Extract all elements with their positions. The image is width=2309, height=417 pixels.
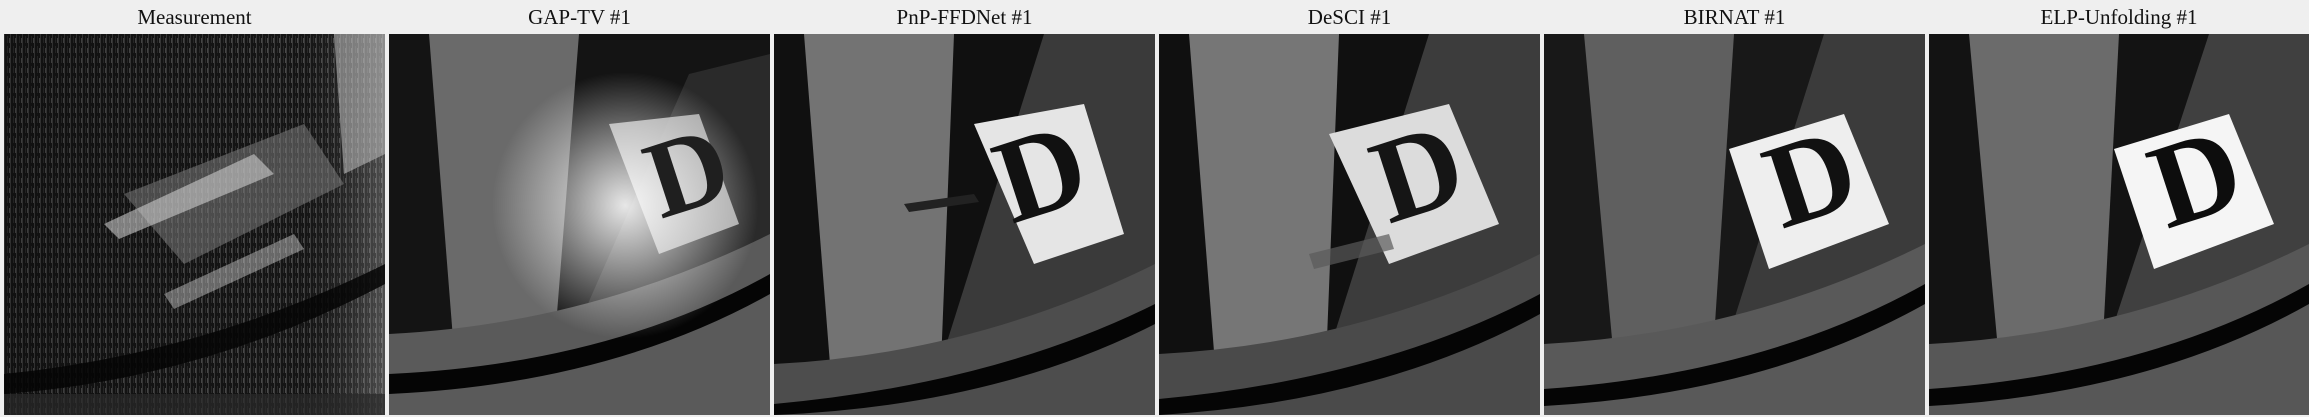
elp-unfolding-image: D — [1929, 34, 2309, 415]
pnp-ffdnet-graphic: D — [774, 34, 1155, 415]
panel-gap-tv: GAP-TV #1 D — [389, 0, 770, 417]
gap-tv-image: D — [389, 34, 770, 415]
panel-desci: DeSCI #1 D — [1159, 0, 1540, 417]
gap-tv-graphic: D — [389, 34, 770, 415]
measurement-graphic — [4, 34, 385, 415]
desci-graphic: D — [1159, 34, 1540, 415]
panel-measurement: Measurement — [4, 0, 385, 417]
desci-image: D — [1159, 34, 1540, 415]
panel-title: ELP-Unfolding #1 — [2040, 5, 2198, 29]
panel-title: GAP-TV #1 — [528, 5, 631, 29]
elp-unfolding-graphic: D — [1929, 34, 2309, 415]
measurement-image — [4, 34, 385, 415]
panel-title: PnP-FFDNet #1 — [896, 5, 1033, 29]
birnat-image: D — [1544, 34, 1925, 415]
panel-title: BIRNAT #1 — [1683, 5, 1786, 29]
pnp-ffdnet-image: D — [774, 34, 1155, 415]
panel-elp-unfolding: ELP-Unfolding #1 D — [1929, 0, 2309, 417]
birnat-graphic: D — [1544, 34, 1925, 415]
panel-title: Measurement — [137, 5, 252, 29]
panel-pnp-ffdnet: PnP-FFDNet #1 D — [774, 0, 1155, 417]
panel-title: DeSCI #1 — [1307, 5, 1392, 29]
panel-birnat: BIRNAT #1 D — [1544, 0, 1925, 417]
